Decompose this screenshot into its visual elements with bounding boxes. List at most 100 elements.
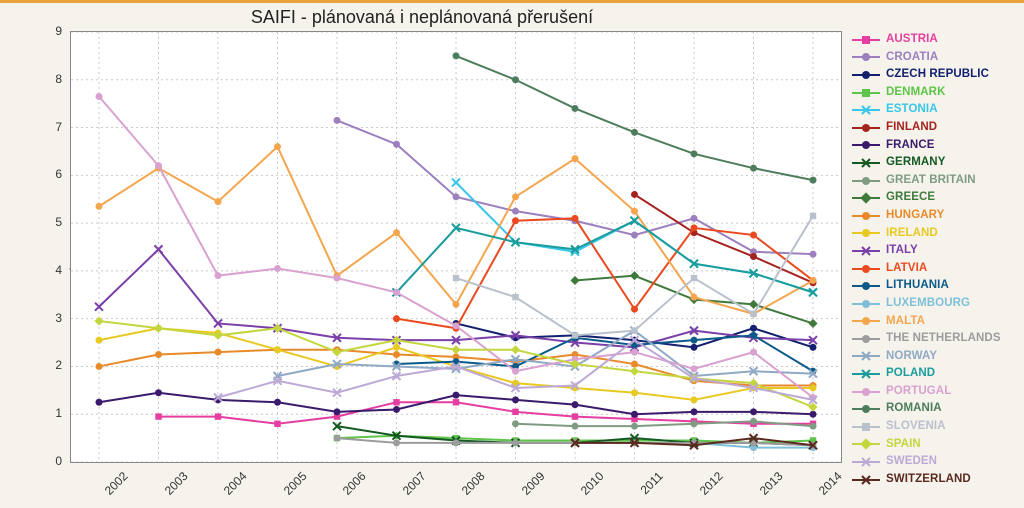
legend-swatch	[852, 280, 880, 292]
marker	[94, 317, 103, 326]
marker	[96, 399, 103, 406]
marker	[691, 294, 698, 301]
legend-swatch	[852, 386, 880, 398]
legend-label: MALTA	[886, 313, 925, 331]
marker	[750, 349, 757, 356]
x-tick: 2010	[578, 469, 607, 498]
legend-item-portugal[interactable]: PORTUGAL	[852, 383, 1022, 401]
legend-item-estonia[interactable]: ESTONIA	[852, 101, 1022, 119]
legend-item-czech-republic[interactable]: CZECH REPUBLIC	[852, 66, 1022, 84]
legend-item-finland[interactable]: FINLAND	[852, 119, 1022, 137]
legend-item-sweden[interactable]: SWEDEN	[852, 453, 1022, 471]
legend-item-malta[interactable]: MALTA	[852, 313, 1022, 331]
legend-swatch	[852, 51, 880, 63]
legend-label: SWEDEN	[886, 453, 937, 471]
x-tick: 2006	[340, 469, 369, 498]
marker	[572, 332, 578, 338]
marker	[750, 408, 757, 415]
marker	[750, 232, 757, 239]
legend-item-greece[interactable]: GREECE	[852, 189, 1022, 207]
marker	[155, 162, 162, 169]
marker	[631, 191, 638, 198]
legend-item-switzerland[interactable]: SWITZERLAND	[852, 471, 1022, 489]
marker	[691, 215, 698, 222]
legend-item-great-britain[interactable]: GREAT BRITAIN	[852, 172, 1022, 190]
marker	[393, 315, 400, 322]
legend-item-the-netherlands[interactable]: THE NETHERLANDS	[852, 330, 1022, 348]
legend-swatch	[852, 122, 880, 134]
marker	[810, 277, 817, 284]
chart-frame: SAIFI - plánovaná i neplánovaná přerušen…	[0, 0, 1024, 508]
legend-item-hungary[interactable]: HUNGARY	[852, 207, 1022, 225]
legend-item-latvia[interactable]: LATVIA	[852, 260, 1022, 278]
marker	[631, 423, 638, 430]
marker	[750, 165, 757, 172]
legend-item-lithuania[interactable]: LITHUANIA	[852, 277, 1022, 295]
marker	[810, 213, 816, 219]
legend-item-france[interactable]: FRANCE	[852, 137, 1022, 155]
marker	[810, 177, 817, 184]
marker	[451, 345, 460, 354]
legend-item-denmark[interactable]: DENMARK	[852, 84, 1022, 102]
marker	[334, 117, 341, 124]
legend-item-croatia[interactable]: CROATIA	[852, 49, 1022, 67]
marker	[452, 179, 460, 187]
legend-label: NORWAY	[886, 348, 937, 366]
legend-item-romania[interactable]: ROMANIA	[852, 400, 1022, 418]
legend-label: GERMANY	[886, 154, 945, 172]
marker	[691, 150, 698, 157]
marker	[750, 311, 756, 317]
marker	[630, 367, 639, 376]
legend-label: THE NETHERLANDS	[886, 330, 1001, 348]
legend-item-austria[interactable]: AUSTRIA	[852, 31, 1022, 49]
legend-item-norway[interactable]: NORWAY	[852, 348, 1022, 366]
legend-item-luxembourg[interactable]: LUXEMBOURG	[852, 295, 1022, 313]
marker	[96, 337, 103, 344]
legend-swatch	[852, 245, 880, 257]
marker	[155, 351, 162, 358]
x-tick: 2002	[102, 469, 131, 498]
legend-item-ireland[interactable]: IRELAND	[852, 225, 1022, 243]
y-tick: 2	[0, 358, 62, 372]
marker	[810, 423, 817, 430]
marker	[631, 306, 638, 313]
legend-swatch	[852, 34, 880, 46]
legend-label: CROATIA	[886, 49, 938, 67]
marker	[631, 327, 637, 333]
legend-label: ITALY	[886, 242, 918, 260]
marker	[512, 396, 519, 403]
marker	[274, 143, 281, 150]
marker	[512, 193, 519, 200]
legend-label: ESTONIA	[886, 101, 938, 119]
x-tick: 2003	[161, 469, 190, 498]
marker	[631, 349, 638, 356]
marker	[631, 361, 638, 368]
marker	[691, 365, 698, 372]
legend-label: GREECE	[886, 189, 935, 207]
legend-item-germany[interactable]: GERMANY	[852, 154, 1022, 172]
marker	[572, 155, 579, 162]
legend-swatch	[852, 298, 880, 310]
marker	[750, 325, 757, 332]
marker	[691, 420, 698, 427]
marker	[631, 129, 638, 136]
legend-item-poland[interactable]: POLAND	[852, 365, 1022, 383]
legend-label: FRANCE	[886, 137, 935, 155]
marker	[453, 301, 460, 308]
marker	[572, 413, 578, 419]
marker	[631, 389, 638, 396]
legend-item-spain[interactable]: SPAIN	[852, 436, 1022, 454]
legend-label: HUNGARY	[886, 207, 944, 225]
legend-label: SLOVENIA	[886, 418, 946, 436]
marker	[334, 408, 341, 415]
marker	[572, 401, 579, 408]
marker	[274, 265, 281, 272]
marker	[691, 275, 697, 281]
legend-item-slovenia[interactable]: SLOVENIA	[852, 418, 1022, 436]
y-tick: 8	[0, 72, 62, 86]
legend-label: SPAIN	[886, 436, 921, 454]
legend-item-italy[interactable]: ITALY	[852, 242, 1022, 260]
legend-label: CZECH REPUBLIC	[886, 66, 989, 84]
marker	[334, 275, 341, 282]
x-tick: 2005	[280, 469, 309, 498]
